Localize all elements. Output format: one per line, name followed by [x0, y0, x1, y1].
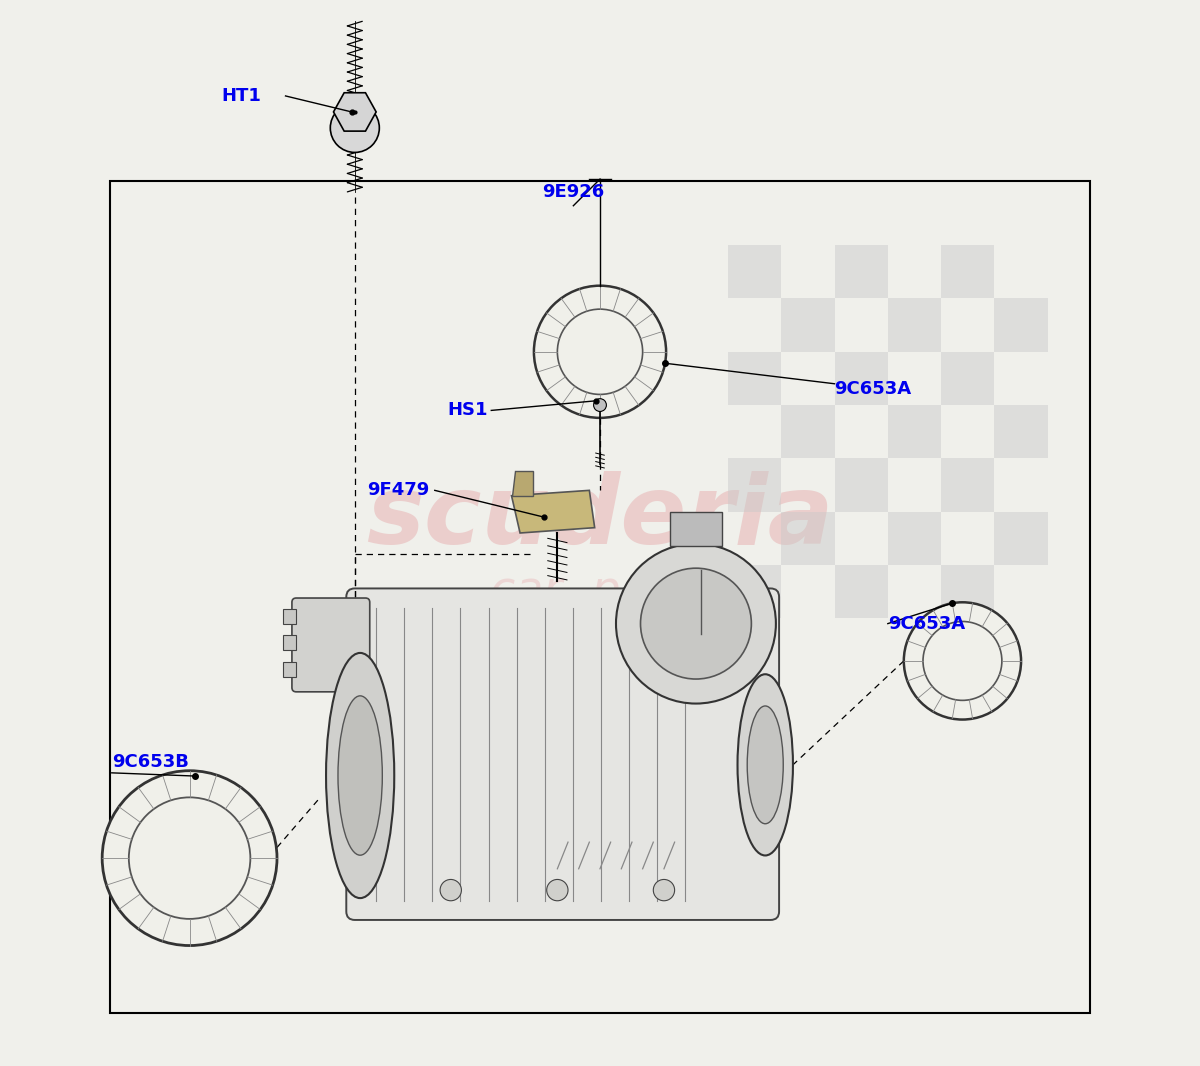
Text: 9C653A: 9C653A	[834, 381, 912, 398]
Bar	[283, 635, 296, 650]
Text: 9F479: 9F479	[367, 482, 430, 499]
Circle shape	[102, 771, 277, 946]
Bar	[941, 245, 995, 298]
Text: 9C653B: 9C653B	[112, 754, 188, 771]
Circle shape	[330, 103, 379, 152]
Bar	[283, 662, 296, 677]
FancyBboxPatch shape	[347, 588, 779, 920]
Bar	[995, 298, 1048, 352]
Bar	[834, 458, 888, 512]
Text: 9E926: 9E926	[542, 183, 605, 200]
Bar	[834, 565, 888, 618]
Bar	[834, 352, 888, 405]
Bar	[728, 352, 781, 405]
Ellipse shape	[326, 652, 395, 898]
Bar	[995, 405, 1048, 458]
Text: HS1: HS1	[448, 402, 488, 419]
Bar	[995, 512, 1048, 565]
Circle shape	[547, 879, 568, 901]
Bar	[109, 181, 1091, 1013]
Bar	[781, 298, 834, 352]
Polygon shape	[334, 93, 376, 131]
Bar	[781, 405, 834, 458]
Text: 9C653A: 9C653A	[888, 615, 965, 632]
Circle shape	[440, 879, 462, 901]
Ellipse shape	[338, 696, 383, 855]
Circle shape	[534, 286, 666, 418]
Text: HT1: HT1	[222, 87, 262, 104]
Polygon shape	[511, 490, 595, 533]
FancyBboxPatch shape	[671, 512, 721, 546]
Bar	[728, 565, 781, 618]
Text: car  parts: car parts	[491, 569, 709, 614]
Circle shape	[616, 544, 776, 704]
Bar	[888, 512, 941, 565]
Polygon shape	[511, 471, 533, 496]
Ellipse shape	[748, 706, 784, 824]
Circle shape	[641, 568, 751, 679]
Bar	[941, 458, 995, 512]
Text: scuderia: scuderia	[366, 470, 834, 564]
Circle shape	[904, 602, 1021, 720]
Bar	[941, 565, 995, 618]
Bar	[888, 405, 941, 458]
Ellipse shape	[738, 675, 793, 855]
Bar	[941, 352, 995, 405]
Bar	[834, 245, 888, 298]
Bar	[728, 458, 781, 512]
Bar	[728, 245, 781, 298]
Circle shape	[653, 879, 674, 901]
Circle shape	[594, 399, 606, 411]
Bar	[888, 298, 941, 352]
Bar	[283, 609, 296, 624]
FancyBboxPatch shape	[292, 598, 370, 692]
Bar	[781, 512, 834, 565]
